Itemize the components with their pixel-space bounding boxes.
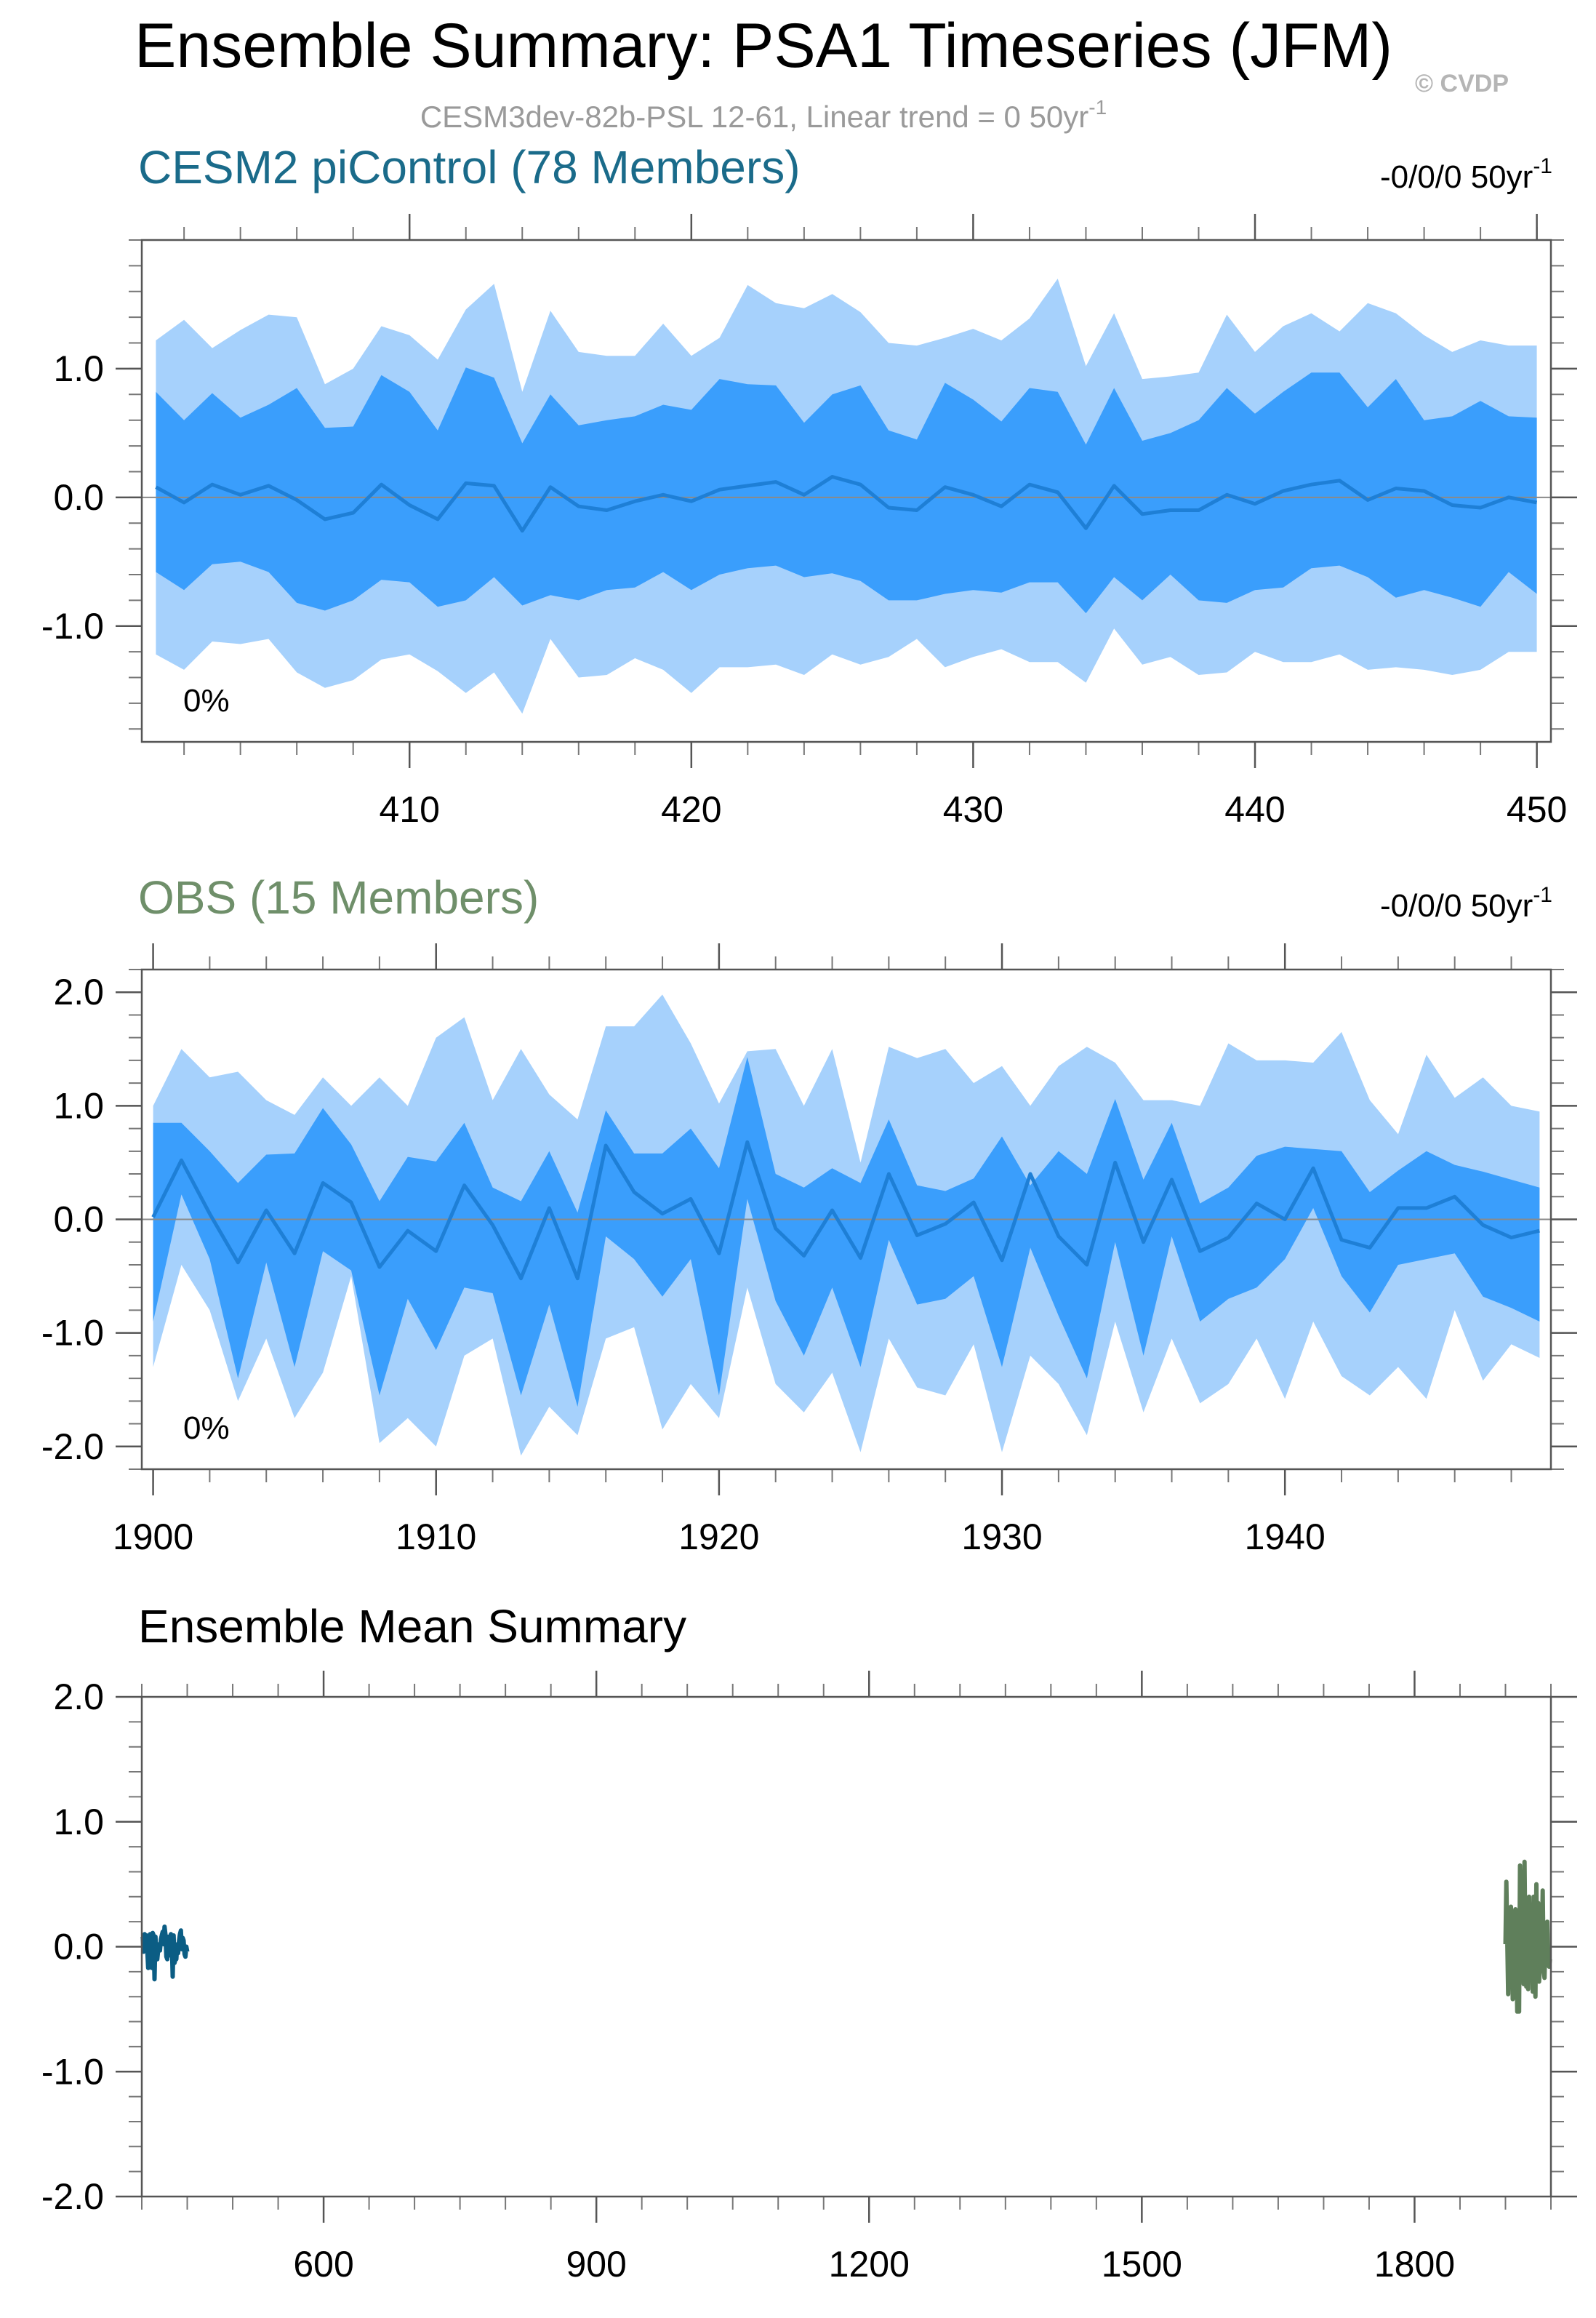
obs-xtick-label: 1940 <box>1245 1516 1326 1557</box>
cesm-plot-area: -1.0 0.0 1.0 410 420 430 440 450 <box>41 214 1577 830</box>
mean-cesm-line <box>140 1925 190 1982</box>
mean-ytick-label: -1.0 <box>41 2051 104 2092</box>
mean-ytick-label: -2.0 <box>41 2176 104 2217</box>
cesm-trend-sup: -1 <box>1533 154 1552 178</box>
cesm-xtick-label: 430 <box>943 789 1003 830</box>
obs-xtick-label: 1910 <box>396 1516 476 1557</box>
obs-percent-label: 0% <box>183 1410 230 1446</box>
cesm-panel-title: CESM2 piControl (78 Members) <box>138 141 801 193</box>
cesm-xtick-label: 410 <box>380 789 440 830</box>
cesm-xtick-label: 420 <box>661 789 721 830</box>
obs-panel-title: OBS (15 Members) <box>138 871 539 924</box>
cesm-ytick-label: 1.0 <box>53 348 104 389</box>
cesm-xtick-label: 450 <box>1507 789 1567 830</box>
obs-mean-line <box>151 1140 1540 1281</box>
mean-summary-title: Ensemble Mean Summary <box>138 1600 686 1652</box>
mean-xtick-label: 900 <box>566 2244 626 2285</box>
obs-plot-area: -2.0 -1.0 0.0 1.0 2.0 1900 1910 1920 1930 1940 <box>41 943 1577 1557</box>
subtitle-sup: -1 <box>1088 96 1107 119</box>
subtitle-text: CESM3dev-82b-PSL 12-61, Linear trend = 0… <box>420 100 1088 134</box>
mean-xtick-label: 1500 <box>1102 2244 1182 2285</box>
cesm-mean-line <box>155 475 1538 533</box>
mean-ytick-label: 2.0 <box>53 1676 104 1717</box>
mean-plot-frame <box>140 1695 1552 2198</box>
obs-trend-text: -0/0/0 50yr <box>1380 888 1533 924</box>
mean-summary-plot-area: -2.0 -1.0 0.0 1.0 2.0 600 900 1200 1500 1800 <box>41 1671 1577 2285</box>
obs-plot-frame <box>140 968 1552 1471</box>
mean-xtick-label: 1200 <box>829 2244 910 2285</box>
obs-ytick-label: 0.0 <box>53 1199 104 1240</box>
obs-major-ticks <box>116 943 1577 1495</box>
cesm-trend-text: -0/0/0 50yr <box>1380 159 1533 195</box>
cesm-inner-band <box>156 367 1537 614</box>
obs-xtick-label: 1920 <box>678 1516 759 1557</box>
obs-panel: OBS (15 Members) -0/0/0 50yr-1 -2.0 -1.0 0… <box>41 871 1577 1557</box>
obs-ytick-label: -1.0 <box>41 1313 104 1354</box>
cesm-xtick-label: 440 <box>1224 789 1285 830</box>
mean-xtick-label: 1800 <box>1374 2244 1455 2285</box>
cesm-major-ticks <box>116 214 1577 768</box>
mean-minor-ticks <box>129 1684 1564 2210</box>
obs-xtick-label: 1900 <box>113 1516 193 1557</box>
obs-ytick-label: 1.0 <box>53 1085 104 1126</box>
cesm-trend-label: -0/0/0 50yr-1 <box>1380 154 1552 195</box>
obs-trend-label: -0/0/0 50yr-1 <box>1380 883 1552 924</box>
mean-summary-panel: Ensemble Mean Summary -2.0 -1.0 0.0 1.0 2.0 6… <box>41 1600 1577 2285</box>
cesm-panel: CESM2 piControl (78 Members) -0/0/0 50yr… <box>41 141 1577 830</box>
cesm-plot-frame <box>140 239 1552 743</box>
obs-trend-sup: -1 <box>1533 883 1552 907</box>
mean-ytick-label: 1.0 <box>53 1802 104 1842</box>
mean-xtick-label: 600 <box>293 2244 353 2285</box>
cesm-ytick-label: 0.0 <box>53 477 104 518</box>
figure-title: Ensemble Summary: PSA1 Timeseries (JFM) <box>135 11 1392 81</box>
cesm-percent-label: 0% <box>183 683 230 719</box>
mean-ytick-label: 0.0 <box>53 1927 104 1967</box>
figure-subtitle: CESM3dev-82b-PSL 12-61, Linear trend = 0… <box>420 96 1107 134</box>
obs-ytick-label: -2.0 <box>41 1426 104 1467</box>
watermark: © CVDP <box>1415 70 1509 97</box>
cesm-ytick-label: -1.0 <box>41 606 104 647</box>
obs-xtick-label: 1930 <box>961 1516 1042 1557</box>
mean-obs-line <box>1503 1859 1552 2014</box>
mean-major-ticks <box>116 1671 1577 2223</box>
obs-ytick-label: 2.0 <box>53 972 104 1012</box>
